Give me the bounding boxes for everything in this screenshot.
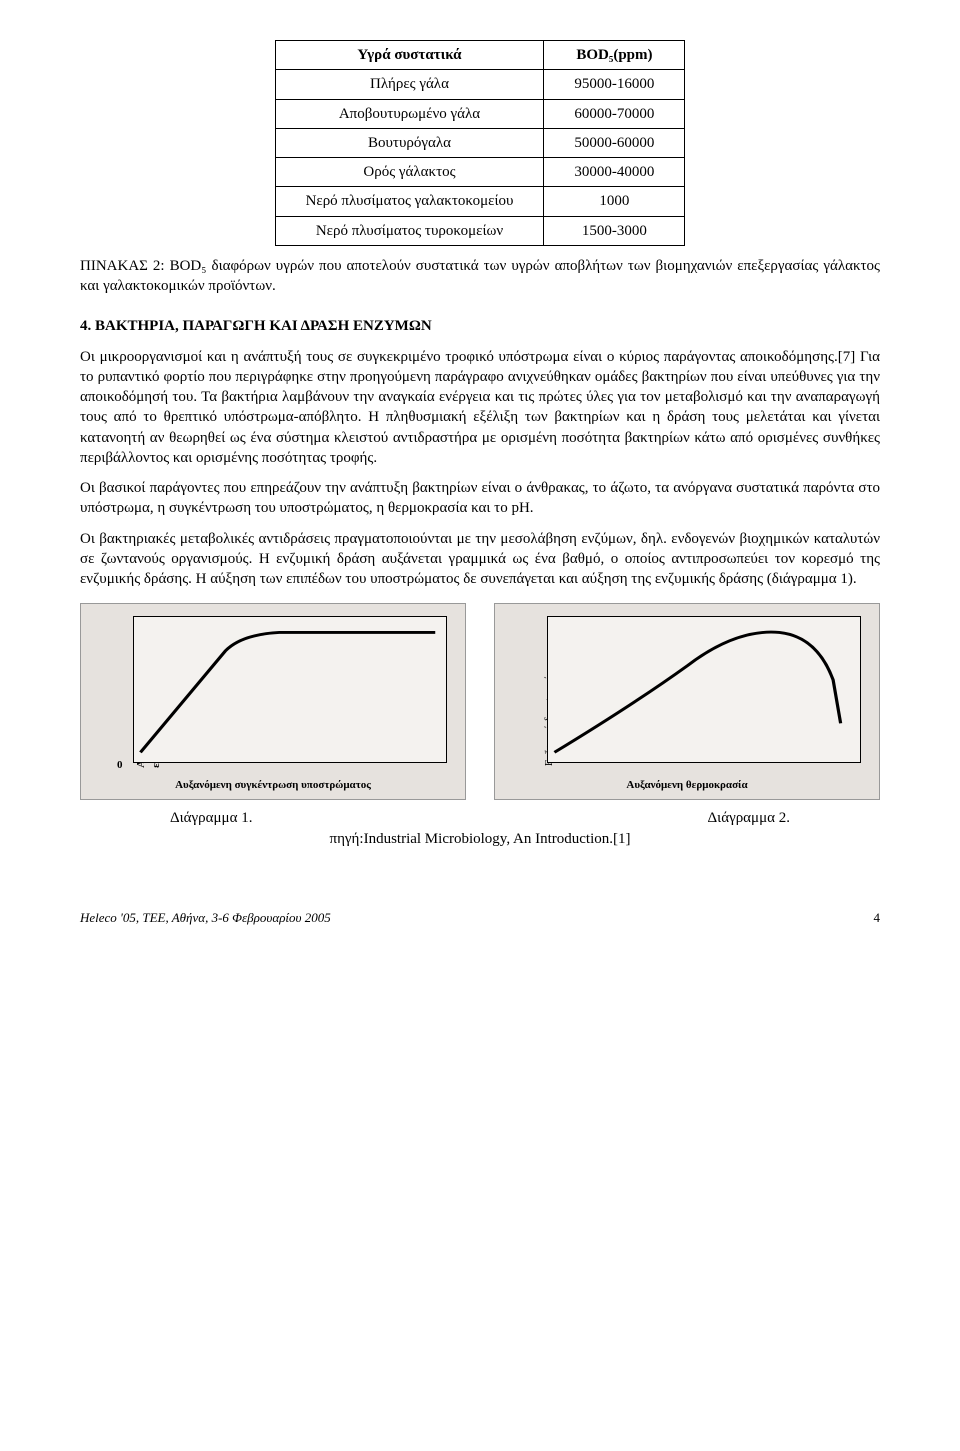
bod-table: Υγρά συστατικά BOD₅(ppm) Πλήρες γάλα9500… [275,40,686,246]
diagram-captions: Διάγραμμα 1. Διάγραμμα 2. [80,808,880,828]
table-row: Νερό πλυσίματος γαλακτοκομείου1000 [275,187,685,216]
cell-component: Νερό πλυσίματος τυροκομείων [275,216,544,245]
diagram-1-label: Διάγραμμα 1. [170,808,252,828]
cell-value: 1500-3000 [544,216,685,245]
th-bod: BOD₅(ppm) [544,41,685,70]
cell-component: Ορός γάλακτος [275,158,544,187]
chart-1: Αυξανόμενη δραστηριότηταενζύμων 0 Αυξανό… [80,603,466,800]
chart-2-xlabel: Αυξανόμενη θερμοκρασία [495,778,879,793]
chart-1-xlabel: Αυξανόμενη συγκέντρωση υποστρώματος [81,778,465,793]
table-row: Νερό πλυσίματος τυροκομείων1500-3000 [275,216,685,245]
diagram-2-label: Διάγραμμα 2. [708,808,790,828]
cell-value: 95000-16000 [544,70,685,99]
chart-1-plot [133,616,447,763]
paragraph-1: Οι μικροοργανισμοί και η ανάπτυξή τους σ… [80,347,880,469]
table-row: Ορός γάλακτος30000-40000 [275,158,685,187]
th-component: Υγρά συστατικά [275,41,544,70]
cell-value: 60000-70000 [544,99,685,128]
cell-component: Πλήρες γάλα [275,70,544,99]
bod-table-wrap: Υγρά συστατικά BOD₅(ppm) Πλήρες γάλα9500… [80,40,880,246]
table-caption: ΠΙΝΑΚΑΣ 2: BOD₅ διαφόρων υγρών που αποτε… [80,256,880,297]
table-row: Βουτυρόγαλα50000-60000 [275,128,685,157]
chart-1-zero: 0 [117,758,123,773]
charts-row: Αυξανόμενη δραστηριότηταενζύμων 0 Αυξανό… [80,603,880,800]
cell-component: Νερό πλυσίματος γαλακτοκομείου [275,187,544,216]
section-heading: 4. ΒΑΚΤΗΡΙΑ, ΠΑΡΑΓΩΓΗ ΚΑΙ ΔΡΑΣΗ ΕΝΖΥΜΩΝ [80,316,880,336]
chart-2-plot [547,616,861,763]
cell-value: 50000-60000 [544,128,685,157]
source-line: πηγή:Industrial Microbiology, An Introdu… [80,829,880,849]
footer-text: Heleco '05, ΤΕΕ, Αθήνα, 3-6 Φεβρουαρίου … [80,909,331,927]
page-footer: Heleco '05, ΤΕΕ, Αθήνα, 3-6 Φεβρουαρίου … [80,909,880,927]
cell-value: 30000-40000 [544,158,685,187]
chart-2: Ενζυμική δραστηριότητα καιρυθμός ανάπτυξ… [494,603,880,800]
paragraph-2: Οι βασικοί παράγοντες που επηρεάζουν την… [80,478,880,519]
cell-value: 1000 [544,187,685,216]
cell-component: Αποβουτυρωμένο γάλα [275,99,544,128]
table-row: Πλήρες γάλα95000-16000 [275,70,685,99]
paragraph-3: Οι βακτηριακές μεταβολικές αντιδράσεις π… [80,529,880,590]
page-number: 4 [874,909,881,927]
table-row: Αποβουτυρωμένο γάλα60000-70000 [275,99,685,128]
cell-component: Βουτυρόγαλα [275,128,544,157]
